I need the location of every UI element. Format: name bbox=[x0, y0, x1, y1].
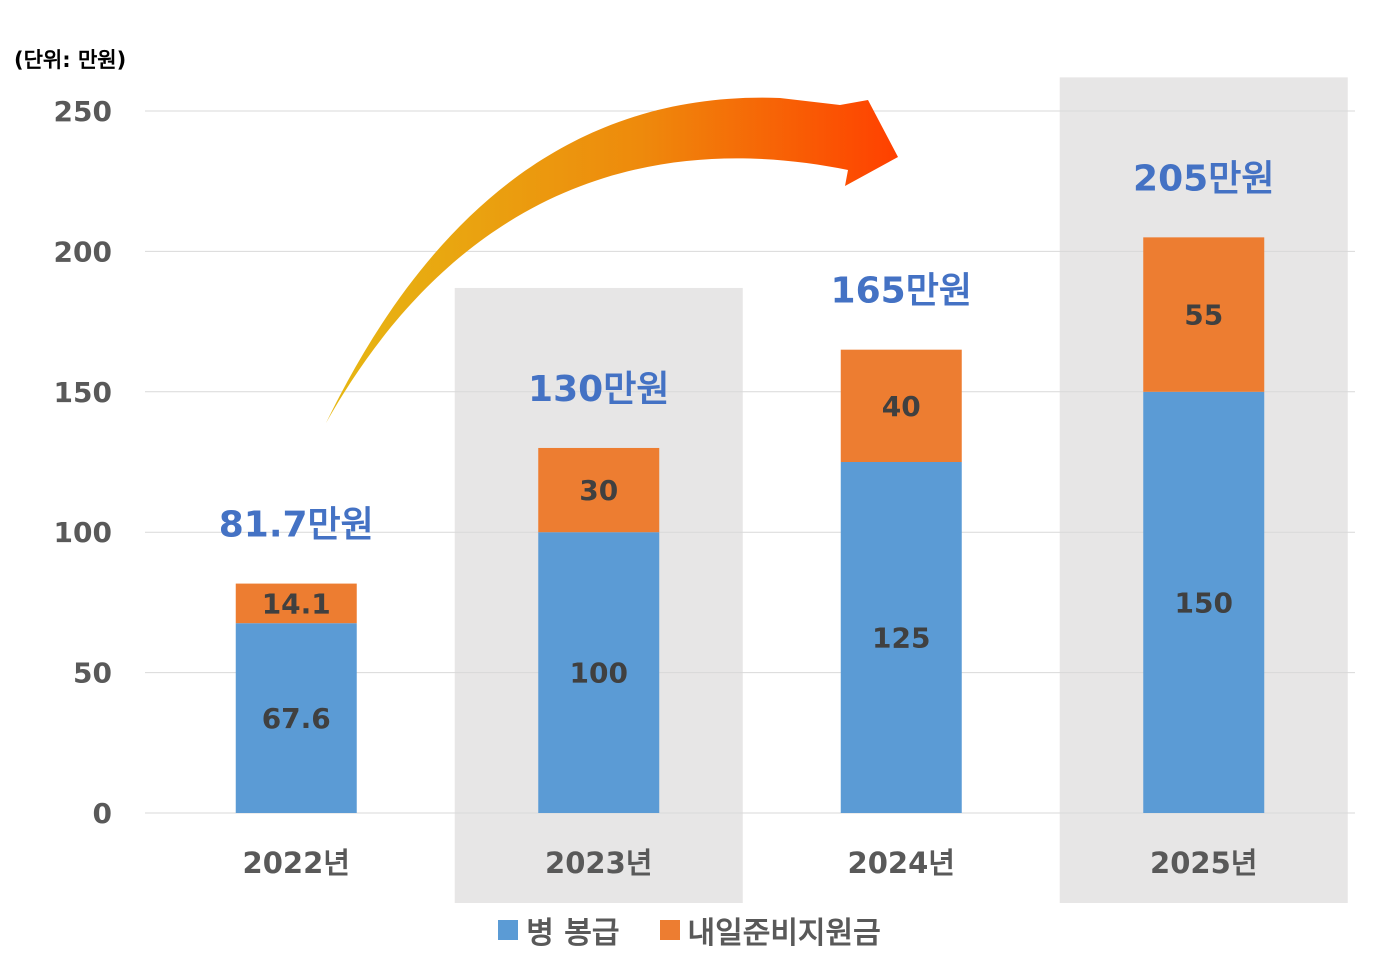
bar-salary-3 bbox=[1143, 391, 1265, 813]
y-tick-label: 250 bbox=[54, 95, 112, 128]
bar-support-3 bbox=[1143, 237, 1265, 392]
data-label: 67.6 bbox=[262, 702, 331, 735]
bar-support-2 bbox=[840, 349, 962, 462]
unit-label: (단위: 만원) bbox=[14, 48, 127, 72]
y-tick-label: 200 bbox=[54, 235, 112, 268]
growth-arrow bbox=[326, 97, 898, 423]
stacked-bar-chart: 0 50 100 150 200 250 67.6 14.1 81.7만원 2022년 100 30 1… bbox=[54, 77, 1355, 904]
legend-swatch-support bbox=[659, 920, 680, 940]
bar-salary-2 bbox=[840, 462, 962, 813]
data-label: 55 bbox=[1184, 299, 1223, 332]
total-label: 205만원 bbox=[1133, 158, 1274, 199]
legend: 병 봉급 내일준비지원금 bbox=[0, 908, 1379, 952]
x-tick-label: 2024년 bbox=[848, 846, 955, 880]
y-tick-label: 100 bbox=[54, 516, 112, 549]
data-label: 30 bbox=[579, 474, 618, 507]
bar-salary-1 bbox=[538, 532, 660, 813]
legend-item-support: 내일준비지원금 bbox=[659, 908, 881, 952]
growth-arrow-shape bbox=[326, 97, 898, 423]
total-label: 81.7만원 bbox=[219, 505, 374, 546]
bar-salary-0 bbox=[235, 623, 357, 813]
data-label: 125 bbox=[872, 622, 930, 655]
y-tick-label: 0 bbox=[93, 797, 112, 830]
legend-label-salary: 병 봉급 bbox=[526, 916, 620, 951]
legend-label-support: 내일준비지원금 bbox=[687, 916, 881, 951]
data-label: 150 bbox=[1175, 586, 1233, 619]
bar-support-0 bbox=[235, 583, 357, 624]
y-tick-label: 50 bbox=[73, 657, 112, 690]
y-tick-label: 150 bbox=[54, 376, 112, 409]
total-label: 165만원 bbox=[831, 271, 972, 312]
data-label: 100 bbox=[570, 657, 628, 690]
legend-item-salary: 병 봉급 bbox=[498, 908, 620, 952]
x-tick-label: 2022년 bbox=[243, 846, 350, 880]
total-label: 130만원 bbox=[528, 369, 669, 410]
data-label: 14.1 bbox=[262, 587, 331, 620]
bar-support-1 bbox=[538, 447, 660, 533]
x-tick-label: 2025년 bbox=[1150, 846, 1257, 880]
legend-swatch-salary bbox=[498, 920, 519, 940]
data-label: 40 bbox=[882, 390, 921, 423]
x-tick-label: 2023년 bbox=[545, 846, 652, 880]
